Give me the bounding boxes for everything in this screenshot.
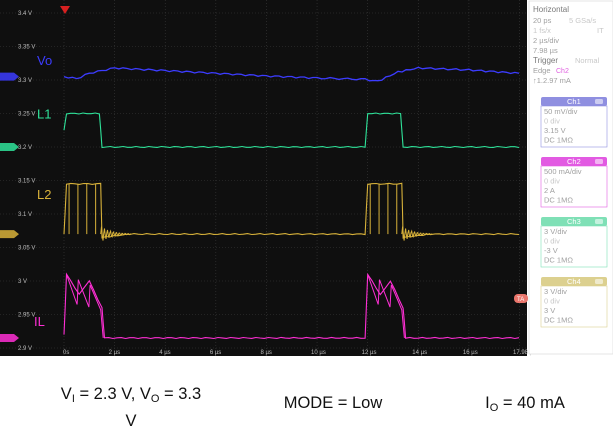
horizontal-line: 20 ps xyxy=(533,16,552,25)
y-tick-label: 3.05 V xyxy=(18,246,35,252)
channel-header xyxy=(541,277,607,286)
channel-toggle-icon xyxy=(595,159,603,164)
channel-setting: 3 V/div xyxy=(544,287,567,296)
trigger-level: ↑1.2.97 mA xyxy=(533,76,571,85)
x-tick-label: 12 µs xyxy=(362,350,377,356)
channel-setting: 50 mV/div xyxy=(544,107,578,116)
x-tick-label: 17.98 µs xyxy=(513,350,536,356)
trigger-title: Trigger xyxy=(533,56,558,65)
trace-il-ripple xyxy=(66,274,104,338)
channel-toggle-icon xyxy=(595,219,603,224)
x-tick-label: 14 µs xyxy=(412,350,427,356)
horizontal-title: Horizontal xyxy=(533,5,569,14)
y-tick-label: 3.3 V xyxy=(18,78,32,84)
traces: Vo L1 L2 IL xyxy=(34,53,520,340)
x-tick-label: 4 µs xyxy=(159,350,170,356)
channel-ground-marker[interactable] xyxy=(0,143,19,151)
input-output-voltage: VI = 2.3 V, VO = 3.3 V xyxy=(60,385,202,430)
channel-header xyxy=(541,97,607,106)
channel-header xyxy=(541,217,607,226)
y-tick-label: 3.4 V xyxy=(18,11,32,17)
oscilloscope-screen: 3.4 V 3.35 V 3.3 V 3.25 V 3.2 V 3.15 V 3.1 V 3.… xyxy=(0,0,613,356)
settings-panel: Horizontal 20 ps 5 GSa/s 1 fs/x IT 2 µs/… xyxy=(528,0,613,355)
channel-body xyxy=(540,165,608,208)
channel-ground-markers xyxy=(0,72,19,342)
y-tick-label: 3.2 V xyxy=(18,145,32,151)
x-tick-label: 6 µs xyxy=(210,350,221,356)
y-tick-label: 3.1 V xyxy=(18,212,32,218)
channel-setting: 0 div xyxy=(544,177,560,186)
trace-il-ripple xyxy=(367,274,405,338)
channel-ground-marker[interactable] xyxy=(0,333,19,342)
channel-title: Ch4 xyxy=(567,277,581,286)
x-tick-label: 2 µs xyxy=(109,350,120,356)
channel-toggle-icon xyxy=(595,279,603,284)
channel-setting: 0 div xyxy=(544,297,560,306)
trace-vo xyxy=(63,66,520,82)
trigger-marker-label: TA xyxy=(517,297,524,303)
channel-setting: DC 1MΩ xyxy=(544,316,573,325)
trigger-settings[interactable]: Trigger Normal Edge Ch2 ↑1.2.97 mA xyxy=(533,56,600,85)
channel-ground-marker[interactable] xyxy=(0,230,19,239)
channel-setting: 2 A xyxy=(544,186,555,195)
channel-title: Ch1 xyxy=(567,97,581,106)
channel-setting: DC 1MΩ xyxy=(544,196,573,205)
y-tick-label: 3 V xyxy=(18,279,27,285)
y-tick-label: 2.9 V xyxy=(18,346,32,352)
horizontal-line: 2 µs/div xyxy=(533,36,559,45)
mode-setting: MODE = Low xyxy=(283,394,383,412)
channel-setting: 3.15 V xyxy=(544,126,566,135)
x-tick-label: 8 µs xyxy=(260,350,271,356)
trace-label-l1: L1 xyxy=(37,107,51,122)
horizontal-line: 5 GSa/s xyxy=(569,16,596,25)
trigger-mode: Normal xyxy=(575,56,600,65)
y-tick-label: 3.25 V xyxy=(18,112,35,118)
trace-l2-ringing xyxy=(401,226,433,241)
x-tick-label: 16 µs xyxy=(463,350,478,356)
channel-setting: -3 V xyxy=(544,246,558,255)
trace-label-il: IL xyxy=(34,314,45,329)
y-tick-label: 2.95 V xyxy=(18,313,35,319)
trigger-position-icon[interactable] xyxy=(60,6,70,14)
horizontal-line: 7.98 µs xyxy=(533,46,558,55)
channel-setting: 0 div xyxy=(544,117,560,126)
trace-il xyxy=(63,272,520,340)
horizontal-settings[interactable]: Horizontal 20 ps 5 GSa/s 1 fs/x IT 2 µs/… xyxy=(533,5,604,55)
trace-l1 xyxy=(63,112,520,149)
trace-label-l2: L2 xyxy=(37,187,51,202)
channel-header xyxy=(541,157,607,166)
channel-body xyxy=(540,285,608,328)
x-tick-label: 10 µs xyxy=(311,350,326,356)
horizontal-line: IT xyxy=(597,26,604,35)
channel-ground-marker[interactable] xyxy=(0,72,19,81)
channel-setting: 3 V/div xyxy=(544,227,567,236)
trace-l2-ringing xyxy=(100,226,132,241)
x-tick-label: 0s xyxy=(63,350,69,356)
channel-setting: 3 V xyxy=(544,306,555,315)
channel-title: Ch3 xyxy=(567,217,581,226)
output-current: IO = 40 mA xyxy=(485,394,565,414)
channel-setting: 0 div xyxy=(544,237,560,246)
channel-title: Ch2 xyxy=(567,157,581,166)
channel-setting: DC 1MΩ xyxy=(544,256,573,265)
trigger-type: Edge xyxy=(533,66,551,75)
plot-area xyxy=(0,0,527,356)
trigger-level-marker[interactable]: TA xyxy=(514,294,528,303)
channel-setting: DC 1MΩ xyxy=(544,136,573,145)
y-tick-label: 3.35 V xyxy=(18,45,35,51)
y-tick-labels: 3.4 V 3.35 V 3.3 V 3.25 V 3.2 V 3.15 V 3.1 V 3.… xyxy=(18,11,35,352)
channel-toggle-icon xyxy=(595,99,603,104)
channel-setting: 500 mA/div xyxy=(544,167,582,176)
y-tick-label: 3.15 V xyxy=(18,179,35,185)
channel-body xyxy=(540,105,608,148)
x-tick-labels: 0s 2 µs 4 µs 6 µs 8 µs 10 µs 12 µs 14 µs 16 µs 17… xyxy=(63,350,536,356)
trace-label-vo: Vo xyxy=(37,53,52,68)
horizontal-line: 1 fs/x xyxy=(533,26,551,35)
channel-body xyxy=(540,225,608,268)
trigger-source: Ch2 xyxy=(556,68,569,75)
